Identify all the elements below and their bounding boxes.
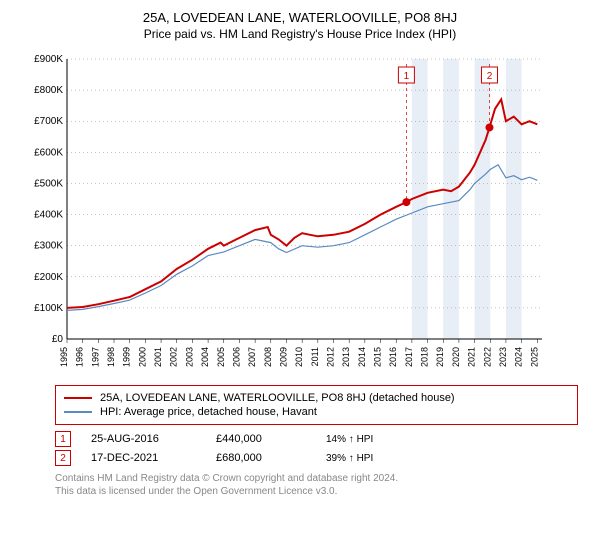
svg-text:2006: 2006 [231, 347, 241, 367]
svg-text:2021: 2021 [467, 347, 477, 367]
svg-text:2000: 2000 [137, 347, 147, 367]
svg-text:2024: 2024 [514, 347, 524, 367]
sale-vs-hpi: 14% ↑ HPI [326, 434, 373, 445]
legend-label: HPI: Average price, detached house, Hava… [100, 406, 317, 418]
svg-text:£900K: £900K [34, 54, 63, 65]
svg-text:2017: 2017 [404, 347, 414, 367]
svg-text:2001: 2001 [153, 347, 163, 367]
svg-text:2022: 2022 [482, 347, 492, 367]
svg-text:£200K: £200K [34, 272, 63, 283]
svg-text:2018: 2018 [420, 347, 430, 367]
svg-text:£600K: £600K [34, 147, 63, 158]
svg-text:1: 1 [404, 71, 410, 82]
svg-text:1997: 1997 [90, 347, 100, 367]
footer-line-1: Contains HM Land Registry data © Crown c… [55, 472, 578, 485]
legend-row: HPI: Average price, detached house, Hava… [64, 406, 569, 418]
svg-text:2015: 2015 [373, 347, 383, 367]
svg-text:£300K: £300K [34, 241, 63, 252]
svg-text:£800K: £800K [34, 85, 63, 96]
legend: 25A, LOVEDEAN LANE, WATERLOOVILLE, PO8 8… [55, 385, 578, 425]
svg-text:2002: 2002 [169, 347, 179, 367]
svg-text:£400K: £400K [34, 210, 63, 221]
svg-text:2023: 2023 [498, 347, 508, 367]
svg-text:2007: 2007 [247, 347, 257, 367]
sales-table: 1 25-AUG-2016 £440,000 14% ↑ HPI 2 17-DEC-202… [55, 431, 578, 466]
svg-text:2003: 2003 [184, 347, 194, 367]
chart-container: £0 £100K £200K £300K £400K £500K £600K £700K £80… [22, 49, 590, 379]
legend-swatch [64, 411, 92, 413]
price-chart: £0 £100K £200K £300K £400K £500K £600K £700K £80… [22, 49, 552, 379]
svg-text:2025: 2025 [529, 347, 539, 367]
svg-text:2013: 2013 [341, 347, 351, 367]
svg-text:1995: 1995 [59, 347, 69, 367]
svg-text:2020: 2020 [451, 347, 461, 367]
sale-date: 17-DEC-2021 [91, 452, 196, 464]
svg-text:2004: 2004 [200, 347, 210, 367]
svg-text:2005: 2005 [216, 347, 226, 367]
svg-text:1999: 1999 [122, 347, 132, 367]
footer-line-2: This data is licensed under the Open Gov… [55, 485, 578, 498]
svg-text:£500K: £500K [34, 178, 63, 189]
svg-text:2010: 2010 [294, 347, 304, 367]
sale-date: 25-AUG-2016 [91, 433, 196, 445]
svg-text:2019: 2019 [435, 347, 445, 367]
footer-attribution: Contains HM Land Registry data © Crown c… [55, 472, 578, 498]
svg-text:2: 2 [487, 71, 493, 82]
legend-row: 25A, LOVEDEAN LANE, WATERLOOVILLE, PO8 8… [64, 392, 569, 404]
svg-text:2008: 2008 [263, 347, 273, 367]
legend-swatch [64, 397, 92, 399]
chart-subtitle: Price paid vs. HM Land Registry's House … [10, 27, 590, 41]
sale-price: £680,000 [216, 452, 306, 464]
chart-title: 25A, LOVEDEAN LANE, WATERLOOVILLE, PO8 8… [10, 10, 590, 25]
legend-label: 25A, LOVEDEAN LANE, WATERLOOVILLE, PO8 8… [100, 392, 455, 404]
sale-vs-hpi: 39% ↑ HPI [326, 453, 373, 464]
svg-text:2009: 2009 [278, 347, 288, 367]
sale-number-box: 2 [55, 450, 71, 466]
svg-text:2014: 2014 [357, 347, 367, 367]
sale-row: 2 17-DEC-2021 £680,000 39% ↑ HPI [55, 450, 578, 466]
sale-number-box: 1 [55, 431, 71, 447]
sale-price: £440,000 [216, 433, 306, 445]
svg-text:2012: 2012 [326, 347, 336, 367]
svg-text:£100K: £100K [34, 303, 63, 314]
svg-text:2016: 2016 [388, 347, 398, 367]
svg-text:£700K: £700K [34, 116, 63, 127]
sale-row: 1 25-AUG-2016 £440,000 14% ↑ HPI [55, 431, 578, 447]
svg-text:1996: 1996 [75, 347, 85, 367]
svg-text:1998: 1998 [106, 347, 116, 367]
svg-text:£0: £0 [52, 334, 64, 345]
svg-text:2011: 2011 [310, 347, 320, 366]
